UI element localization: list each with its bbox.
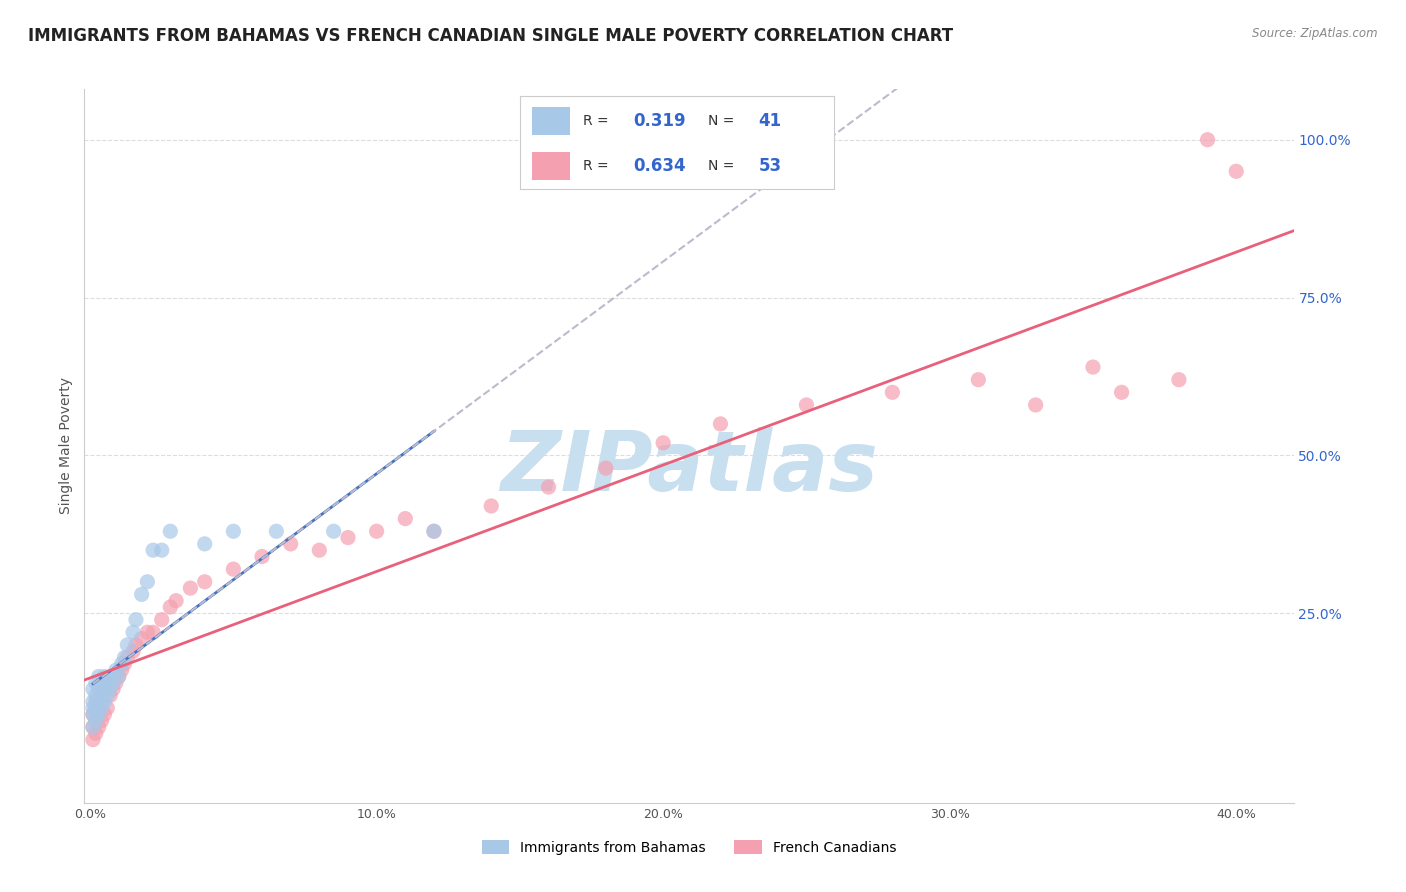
Point — [322, 524, 344, 539]
Point — [98, 689, 121, 703]
Point — [82, 707, 104, 722]
Point — [1025, 398, 1047, 412]
Point — [222, 562, 245, 576]
Point — [110, 663, 132, 677]
Point — [101, 675, 124, 690]
Point — [423, 524, 446, 539]
Point — [142, 625, 165, 640]
Point — [93, 682, 115, 697]
Point — [90, 689, 112, 703]
Point — [96, 675, 118, 690]
Point — [90, 714, 112, 728]
Point — [98, 669, 121, 683]
Point — [266, 524, 288, 539]
Point — [537, 480, 560, 494]
Point — [84, 701, 107, 715]
Point — [280, 537, 302, 551]
Point — [82, 707, 104, 722]
Point — [165, 593, 187, 607]
Y-axis label: Single Male Poverty: Single Male Poverty — [59, 377, 73, 515]
Point — [96, 701, 118, 715]
Point — [84, 675, 107, 690]
Point — [90, 701, 112, 715]
Point — [98, 682, 121, 697]
Point — [308, 543, 330, 558]
Point — [87, 695, 110, 709]
Point — [125, 638, 148, 652]
Point — [122, 644, 145, 658]
Point — [82, 701, 104, 715]
Point — [652, 435, 675, 450]
Point — [131, 632, 153, 646]
Point — [84, 726, 107, 740]
Point — [117, 638, 139, 652]
Point — [101, 682, 124, 697]
Point — [90, 689, 112, 703]
Point — [114, 657, 136, 671]
Point — [136, 574, 159, 589]
Point — [136, 625, 159, 640]
Point — [150, 613, 173, 627]
Point — [104, 663, 127, 677]
Point — [194, 574, 217, 589]
Point — [1167, 373, 1189, 387]
Text: ZIPatlas: ZIPatlas — [501, 427, 877, 508]
Point — [117, 650, 139, 665]
Point — [122, 625, 145, 640]
Point — [96, 689, 118, 703]
Point — [93, 669, 115, 683]
Point — [394, 511, 416, 525]
Point — [194, 537, 217, 551]
Point — [709, 417, 731, 431]
Text: Source: ZipAtlas.com: Source: ZipAtlas.com — [1253, 27, 1378, 40]
Point — [107, 669, 129, 683]
Point — [93, 707, 115, 722]
Point — [82, 720, 104, 734]
Point — [796, 398, 818, 412]
Point — [84, 714, 107, 728]
Point — [142, 543, 165, 558]
Point — [87, 682, 110, 697]
Point — [1225, 164, 1247, 178]
Legend: Immigrants from Bahamas, French Canadians: Immigrants from Bahamas, French Canadian… — [477, 834, 901, 860]
Point — [93, 695, 115, 709]
Point — [96, 675, 118, 690]
Point — [159, 524, 181, 539]
Point — [423, 524, 446, 539]
Point — [1081, 360, 1104, 375]
Point — [159, 600, 181, 615]
Point — [882, 385, 904, 400]
Point — [595, 461, 617, 475]
Point — [125, 613, 148, 627]
Point — [87, 669, 110, 683]
Point — [366, 524, 388, 539]
Point — [1197, 133, 1219, 147]
Point — [93, 682, 115, 697]
Point — [967, 373, 990, 387]
Point — [179, 581, 201, 595]
Point — [87, 720, 110, 734]
Point — [82, 732, 104, 747]
Point — [87, 701, 110, 715]
Point — [84, 689, 107, 703]
Point — [1111, 385, 1133, 400]
Point — [131, 587, 153, 601]
Point — [114, 650, 136, 665]
Point — [84, 714, 107, 728]
Point — [87, 707, 110, 722]
Point — [82, 720, 104, 734]
Point — [107, 669, 129, 683]
Point — [104, 675, 127, 690]
Point — [82, 682, 104, 697]
Point — [222, 524, 245, 539]
Point — [82, 695, 104, 709]
Point — [479, 499, 502, 513]
Point — [336, 531, 359, 545]
Point — [84, 695, 107, 709]
Text: IMMIGRANTS FROM BAHAMAS VS FRENCH CANADIAN SINGLE MALE POVERTY CORRELATION CHART: IMMIGRANTS FROM BAHAMAS VS FRENCH CANADI… — [28, 27, 953, 45]
Point — [90, 675, 112, 690]
Point — [150, 543, 173, 558]
Point — [110, 657, 132, 671]
Point — [250, 549, 273, 564]
